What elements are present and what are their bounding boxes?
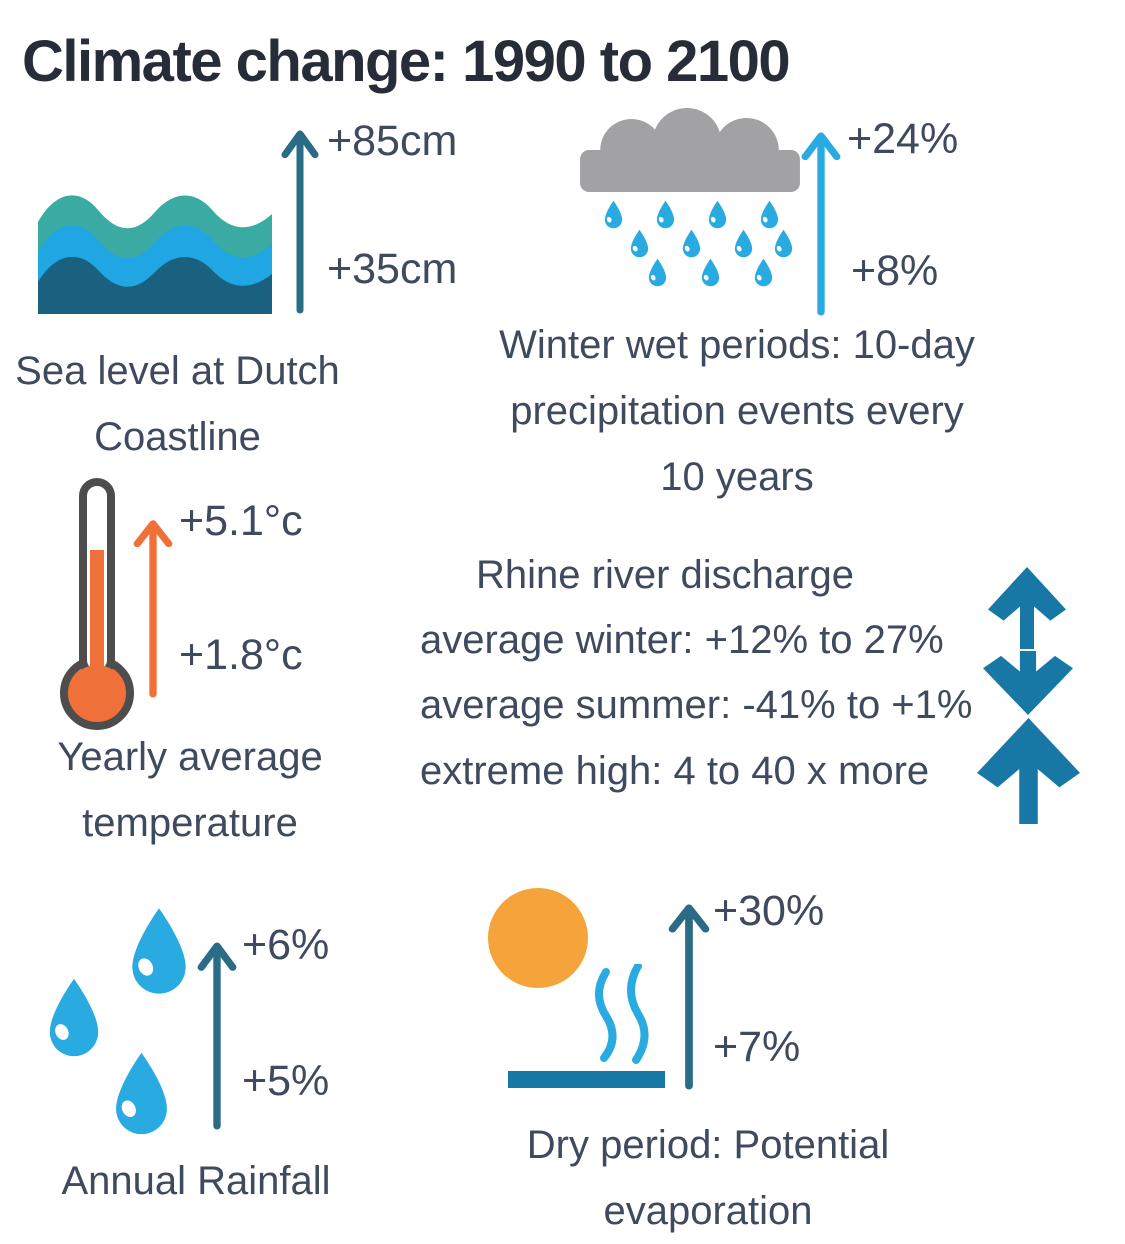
rain-cloud-icon (580, 108, 800, 192)
raindrop-icon (49, 978, 99, 1057)
raindrop-icon (774, 229, 793, 258)
rhine-summer-value: average summer: -41% to +1% (420, 683, 973, 727)
sea-level-high-value: +85cm (327, 117, 458, 165)
temperature-low-value: +1.8°c (179, 631, 303, 679)
winter-wet-label-line2: precipitation events every (510, 389, 964, 433)
bold-down-arrow-icon (983, 651, 1073, 715)
rainfall-high-value: +6% (242, 921, 330, 969)
temperature-label-line1: Yearly average (57, 735, 323, 779)
sun-icon (488, 888, 588, 988)
precipitation-up-arrow-icon (800, 128, 842, 316)
raindrop-icon (132, 908, 186, 994)
rainfall-low-value: +5% (242, 1057, 330, 1105)
sea-level-label-line1: Sea level at Dutch (15, 349, 340, 393)
evaporation-label-line2: evaporation (603, 1189, 813, 1233)
winter-wet-label-line3: 10 years (660, 455, 814, 499)
raindrop-icon (116, 1052, 167, 1135)
bold-up-arrow-icon (988, 567, 1066, 649)
thermometer-icon (60, 478, 134, 730)
raindrop-icon (630, 229, 649, 258)
evaporation-low-value: +7% (713, 1023, 801, 1071)
raindrop-icon (708, 200, 727, 229)
temperature-up-arrow-icon (132, 516, 174, 698)
raindrop-icon (701, 258, 720, 287)
raindrop-icon (682, 229, 701, 258)
rainfall-up-arrow-icon (196, 938, 238, 1130)
temperature-label-line2: temperature (82, 801, 298, 845)
steam-icon (595, 964, 649, 1064)
bold-up-arrow-icon (977, 718, 1080, 824)
rainfall-label: Annual Rainfall (61, 1159, 331, 1203)
sea-level-up-arrow-icon (280, 126, 320, 314)
ground-bar (508, 1071, 665, 1088)
raindrop-icon (604, 200, 623, 229)
evaporation-label: Dry period: Potential evaporation (443, 1112, 973, 1244)
sea-level-label-line2: Coastline (94, 415, 261, 459)
raindrop-icon (648, 258, 667, 287)
rhine-extreme-value: extreme high: 4 to 40 x more (420, 749, 930, 793)
winter-wet-low-value: +8% (851, 247, 939, 295)
raindrop-icon (760, 200, 779, 229)
winter-wet-high-value: +24% (847, 115, 959, 163)
raindrop-icon (656, 200, 675, 229)
temperature-label: Yearly average temperature (10, 724, 370, 856)
sea-level-label: Sea level at Dutch Coastline (5, 338, 350, 470)
sea-waves-icon (38, 195, 272, 314)
sea-level-low-value: +35cm (327, 245, 458, 293)
raindrop-icon (754, 258, 773, 287)
rhine-winter-value: average winter: +12% to 27% (420, 618, 944, 662)
raindrop-icon (734, 229, 753, 258)
evaporation-label-line1: Dry period: Potential (526, 1123, 890, 1167)
temperature-high-value: +5.1°c (179, 497, 303, 545)
page-title: Climate change: 1990 to 2100 (22, 29, 791, 94)
winter-wet-label-line1: Winter wet periods: 10-day (499, 323, 975, 367)
rhine-title: Rhine river discharge (476, 553, 854, 597)
evaporation-up-arrow-icon (667, 900, 711, 1090)
winter-wet-label: Winter wet periods: 10-day precipitation… (467, 312, 1007, 510)
evaporation-high-value: +30% (713, 887, 825, 935)
